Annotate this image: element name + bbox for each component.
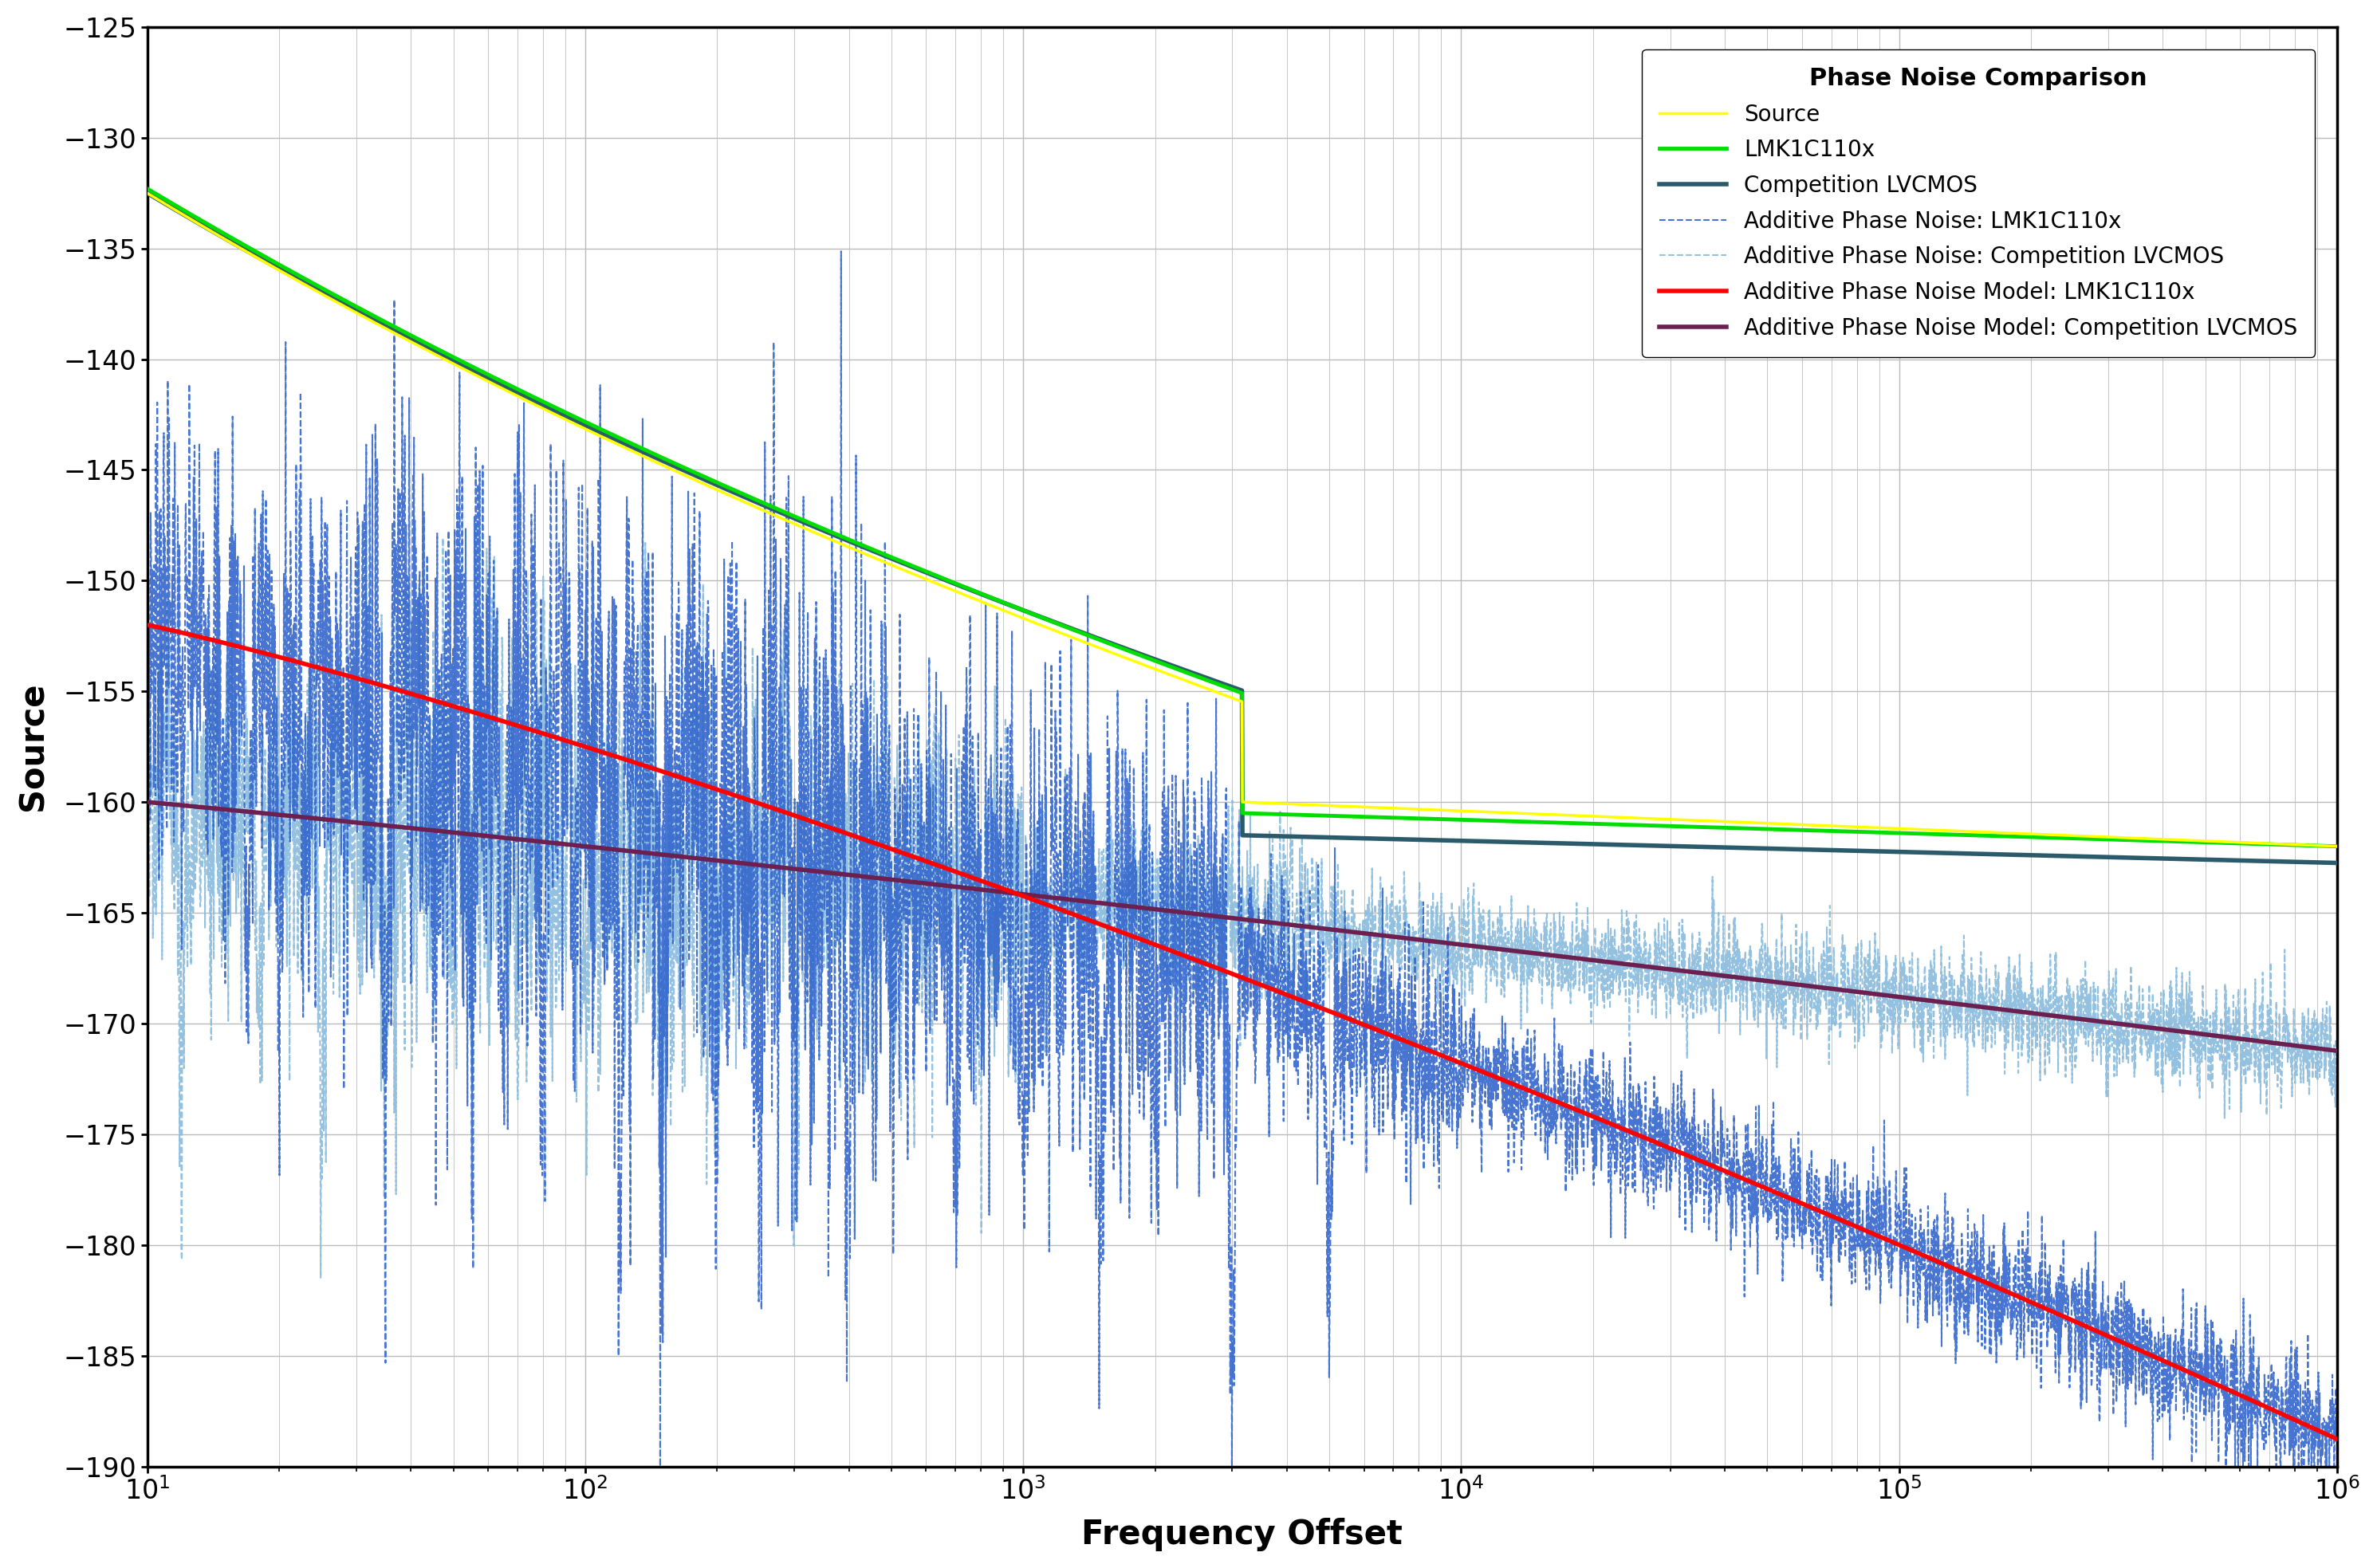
Additive Phase Noise Model: LMK1C110x: (814, -164): LMK1C110x: (814, -164) [970,872,998,891]
X-axis label: Frequency Offset: Frequency Offset [1082,1518,1402,1551]
Additive Phase Noise Model: LMK1C110x: (1.79e+04, -174): LMK1C110x: (1.79e+04, -174) [1557,1098,1585,1116]
Competition LVCMOS [1933,844,1961,862]
Competition LVCMOS [970,586,998,605]
Additive Phase Noise Model: LMK1C110x: (5.38e+04, -178): LMK1C110x: (5.38e+04, -178) [1766,1185,1795,1204]
Line: Additive Phase Noise Model: LMK1C110x: Additive Phase Noise Model: LMK1C110x [147,626,2337,1439]
LMK1C110x [1557,814,1585,833]
Competition LVCMOS [1557,834,1585,853]
Additive Phase Noise Model: LMK1C110x: (1.29e+05, -181): LMK1C110x: (1.29e+05, -181) [1933,1256,1961,1275]
Additive Phase Noise: LMK1C110x: (80.9, -178): LMK1C110x: (80.9, -178) [530,1192,559,1210]
Additive Phase Noise Model: LMK1C110x: (80.9, -157): LMK1C110x: (80.9, -157) [530,724,559,743]
Additive Phase Noise Model: Competition LVCMOS: (9.97e+03, -166): Competition LVCMOS: (9.97e+03, -166) [1445,935,1474,953]
LMK1C110x [530,394,559,412]
Legend: Source, LMK1C110x, Competition LVCMOS, Additive Phase Noise: LMK1C110x, Additive: Source, LMK1C110x, Competition LVCMOS, A… [1643,49,2315,358]
Additive Phase Noise Model: LMK1C110x: (9.97e+03, -172): LMK1C110x: (9.97e+03, -172) [1445,1054,1474,1073]
Additive Phase Noise: LMK1C110x: (10, -144): LMK1C110x: (10, -144) [133,428,162,447]
Additive Phase Noise: LMK1C110x: (817, -166): LMK1C110x: (817, -166) [970,922,998,941]
Source [2322,837,2351,856]
Source [970,593,998,612]
Line: Additive Phase Noise Model: Competition LVCMOS: Additive Phase Noise Model: Competition … [147,801,2337,1051]
Competition LVCMOS [133,183,162,202]
Additive Phase Noise: Competition LVCMOS: (10, -162): Competition LVCMOS: (10, -162) [133,837,162,856]
Additive Phase Noise: LMK1C110x: (1e+06, -190): LMK1C110x: (1e+06, -190) [2322,1457,2351,1475]
Source [1766,814,1795,833]
Y-axis label: Source: Source [17,682,50,811]
Additive Phase Noise: Competition LVCMOS: (1.79e+04, -165): Competition LVCMOS: (1.79e+04, -165) [1557,913,1585,931]
Competition LVCMOS [1445,831,1474,850]
Additive Phase Noise: Competition LVCMOS: (81.3, -165): Competition LVCMOS: (81.3, -165) [532,911,561,930]
LMK1C110x [1445,811,1474,829]
Additive Phase Noise: LMK1C110x: (1e+04, -169): LMK1C110x: (1e+04, -169) [1448,997,1476,1016]
Line: Source: Source [147,193,2337,847]
Source [530,400,559,419]
Additive Phase Noise Model: Competition LVCMOS: (5.38e+04, -168): Competition LVCMOS: (5.38e+04, -168) [1766,974,1795,993]
Additive Phase Noise: Competition LVCMOS: (1e+06, -170): Competition LVCMOS: (1e+06, -170) [2322,1018,2351,1036]
Additive Phase Noise Model: Competition LVCMOS: (10, -160): Competition LVCMOS: (10, -160) [133,792,162,811]
Source [133,183,162,202]
Competition LVCMOS [2322,853,2351,872]
Source [1557,806,1585,825]
Additive Phase Noise: Competition LVCMOS: (5.4e+04, -169): Competition LVCMOS: (5.4e+04, -169) [1768,997,1797,1016]
Additive Phase Noise Model: Competition LVCMOS: (814, -164): Competition LVCMOS: (814, -164) [970,881,998,900]
Source [1445,801,1474,820]
LMK1C110x [970,585,998,604]
Additive Phase Noise Model: LMK1C110x: (1e+06, -189): LMK1C110x: (1e+06, -189) [2322,1430,2351,1449]
Line: Additive Phase Noise: LMK1C110x: Additive Phase Noise: LMK1C110x [147,251,2337,1466]
Additive Phase Noise: Competition LVCMOS: (1.3e+05, -169): Competition LVCMOS: (1.3e+05, -169) [1935,1000,1963,1019]
Additive Phase Noise Model: Competition LVCMOS: (1.29e+05, -169): Competition LVCMOS: (1.29e+05, -169) [1933,994,1961,1013]
Additive Phase Noise: Competition LVCMOS: (817, -169): Competition LVCMOS: (817, -169) [970,999,998,1018]
LMK1C110x [1933,825,1961,844]
Additive Phase Noise: LMK1C110x: (1.79e+04, -177): LMK1C110x: (1.79e+04, -177) [1557,1170,1585,1189]
Additive Phase Noise: Competition LVCMOS: (1e+04, -168): Competition LVCMOS: (1e+04, -168) [1448,975,1476,994]
LMK1C110x [1766,820,1795,839]
Additive Phase Noise Model: Competition LVCMOS: (1e+06, -171): Competition LVCMOS: (1e+06, -171) [2322,1041,2351,1060]
Additive Phase Noise: Competition LVCMOS: (24.9, -181): Competition LVCMOS: (24.9, -181) [307,1269,335,1287]
Additive Phase Noise: Competition LVCMOS: (56.5, -147): Competition LVCMOS: (56.5, -147) [464,511,492,530]
Competition LVCMOS [530,397,559,416]
Additive Phase Noise Model: Competition LVCMOS: (1.79e+04, -167): Competition LVCMOS: (1.79e+04, -167) [1557,949,1585,967]
Additive Phase Noise: LMK1C110x: (5.4e+04, -177): LMK1C110x: (5.4e+04, -177) [1768,1178,1797,1196]
Source [1933,822,1961,840]
Competition LVCMOS [1766,839,1795,858]
Line: Additive Phase Noise: Competition LVCMOS: Additive Phase Noise: Competition LVCMOS [147,521,2337,1278]
Additive Phase Noise Model: Competition LVCMOS: (80.9, -162): Competition LVCMOS: (80.9, -162) [530,833,559,851]
Additive Phase Noise: LMK1C110x: (384, -135): LMK1C110x: (384, -135) [827,241,856,260]
Additive Phase Noise: LMK1C110x: (1.3e+05, -182): LMK1C110x: (1.3e+05, -182) [1935,1276,1963,1295]
Additive Phase Noise: LMK1C110x: (148, -190): LMK1C110x: (148, -190) [647,1457,675,1475]
LMK1C110x [133,179,162,198]
Additive Phase Noise Model: LMK1C110x: (10, -152): LMK1C110x: (10, -152) [133,616,162,635]
Line: LMK1C110x: LMK1C110x [147,188,2337,847]
LMK1C110x [2322,837,2351,856]
Line: Competition LVCMOS: Competition LVCMOS [147,193,2337,862]
